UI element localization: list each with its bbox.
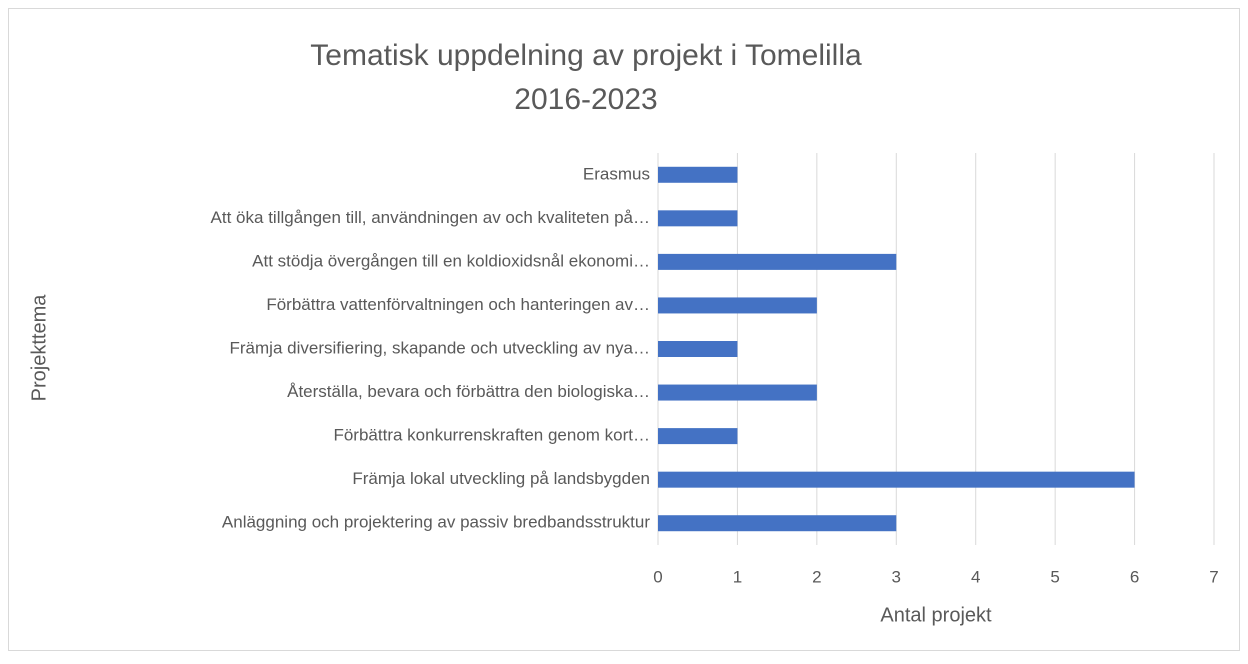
y-tick-label: Främja diversifiering, skapande och utve…	[230, 338, 650, 357]
x-tick-label: 3	[892, 567, 901, 586]
bar	[658, 341, 738, 357]
y-tick-label: Förbättra vattenförvaltningen och hanter…	[266, 295, 650, 314]
x-tick-label: 0	[653, 567, 662, 586]
bar	[658, 428, 738, 445]
x-tick-label: 4	[971, 567, 980, 586]
bar	[658, 515, 897, 532]
bar	[658, 253, 897, 270]
chart-border	[8, 8, 1240, 651]
y-tick-label: Att stödja övergången till en koldioxids…	[252, 251, 650, 270]
bar	[658, 210, 738, 227]
bar	[658, 297, 817, 314]
x-axis-title: Antal projekt	[880, 604, 992, 626]
bar	[658, 384, 817, 401]
x-tick-label: 7	[1209, 567, 1218, 586]
y-tick-label: Återställa, bevara och förbättra den bio…	[287, 382, 650, 401]
x-tick-label: 5	[1050, 567, 1059, 586]
chart-title: Tematisk uppdelning av projekt i Tomelil…	[310, 39, 862, 72]
x-tick-label: 2	[812, 567, 821, 586]
bar	[658, 471, 1135, 488]
chart-title: 2016-2023	[514, 83, 657, 116]
y-axis-title: Projekttema	[28, 294, 50, 402]
y-tick-label: Anläggning och projektering av passiv br…	[222, 513, 650, 532]
y-tick-label: Erasmus	[583, 164, 650, 183]
y-tick-label: Främja lokal utveckling på landsbygden	[352, 469, 650, 488]
x-tick-label: 1	[733, 567, 742, 586]
x-tick-label: 6	[1130, 567, 1139, 586]
y-tick-label: Förbättra konkurrenskraften genom kort…	[333, 426, 650, 445]
y-tick-label: Att öka tillgången till, användningen av…	[211, 208, 650, 227]
bar	[658, 166, 738, 183]
